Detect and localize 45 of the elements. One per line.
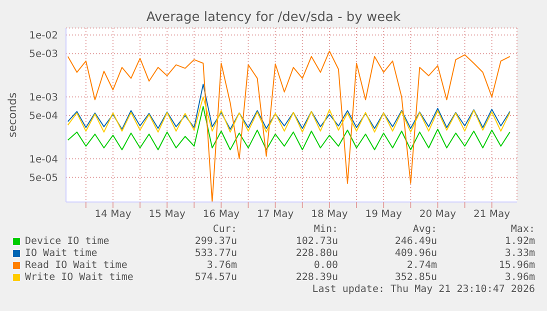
text: Min: (314, 224, 338, 235)
text: 3.96m (504, 272, 535, 283)
x-tick-label: 14 May (94, 209, 132, 220)
text: Cur: (212, 224, 237, 235)
line-series (67, 96, 510, 133)
y-tick-label: 1e-03 (29, 92, 58, 104)
line-series (67, 50, 510, 202)
text: 2.74m (406, 260, 437, 271)
text: 246.49u (394, 236, 437, 247)
y-tick-label: 5e-05 (29, 172, 58, 184)
text: 228.39u (296, 272, 338, 283)
legend-label: Write IO Wait time (25, 272, 134, 283)
y-tick-label: 1e-02 (29, 30, 58, 42)
text: 3.76m (206, 260, 237, 271)
y-tick-label: 5e-03 (29, 49, 58, 60)
x-tick-label: 21 May (474, 209, 510, 220)
y-axis-title: seconds (6, 92, 19, 138)
legend-label: IO Wait time (25, 248, 98, 259)
text: 3.33m (504, 248, 535, 259)
y-tick-label: 1e-04 (29, 154, 58, 166)
text: 352.85u (394, 272, 437, 283)
legend-label: Device IO time (25, 236, 110, 247)
text: 299.37u (194, 236, 237, 247)
text: 1.92m (504, 236, 535, 247)
legend-label: Read IO Wait time (25, 260, 128, 271)
text: Max: (510, 224, 535, 235)
x-tick-label: 19 May (365, 209, 402, 220)
line-series (67, 84, 510, 130)
line-series (67, 106, 510, 150)
x-tick-label: 18 May (311, 209, 348, 220)
text: 409.96u (394, 248, 437, 259)
text: Last update: Thu May 21 23:10:47 2026 (312, 284, 535, 295)
text: 574.57u (194, 272, 237, 283)
text: 102.73u (296, 236, 338, 247)
text: 228.80u (296, 248, 338, 259)
x-tick-label: 15 May (148, 209, 186, 220)
x-tick-label: 20 May (419, 209, 456, 220)
text: 15.96m (498, 260, 535, 271)
x-tick-label: 16 May (202, 209, 240, 220)
text: 0.00 (314, 260, 338, 271)
y-tick-label: 5e-04 (29, 111, 58, 122)
text: Avg: (412, 224, 437, 235)
chart-title: Average latency for /dev/sda - by week (145, 10, 402, 25)
x-tick-label: 17 May (257, 209, 294, 220)
text: 533.77u (194, 248, 237, 259)
